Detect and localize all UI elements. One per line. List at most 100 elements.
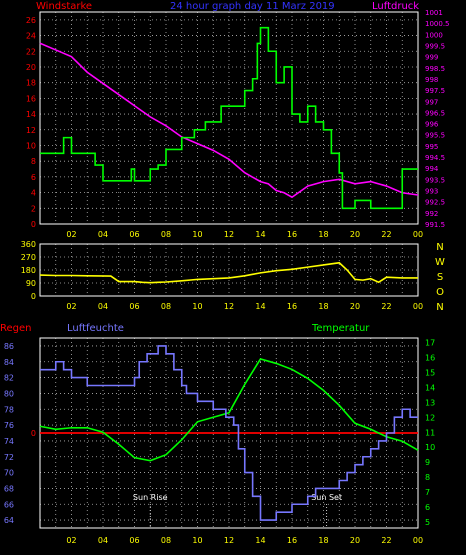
y-right-tick-label: 1000 [425,31,443,39]
sun-event-label: Sun Set [311,493,342,502]
x-tick-label: 02 [66,302,76,311]
x-tick-label: 00 [413,230,423,239]
y-right-tick-label: 8 [425,473,430,482]
y-left-tick-label: 12 [26,126,36,135]
y-right-tick-label: 997 [425,98,438,106]
x-tick-label: 16 [287,302,297,311]
y-right-tick-label: 996 [425,121,439,129]
y-right-tick-label: 16 [425,353,435,362]
x-tick-label: 14 [255,302,265,311]
y-left-tick-label: 74 [4,437,14,446]
humidity-axis-label: Luftfeuchte [67,323,124,334]
y-right-tick-label: 12 [425,413,435,422]
panel-humidity-temperature: Regen Luftfeuchte Temperatur 64666870727… [0,323,435,545]
y-left-tick-label: 66 [4,500,14,509]
direction-label: N [436,242,443,253]
x-tick-label: 20 [350,536,360,545]
y-left-tick-label: 76 [4,421,14,430]
x-tick-label: 06 [129,230,139,239]
x-tick-label: 22 [381,302,391,311]
y-right-tick-label: 11 [425,428,435,437]
x-tick-label: 18 [318,302,328,311]
y-left-tick-label: 18 [26,79,36,88]
x-tick-label: 08 [161,302,171,311]
y-right-tick-label: 15 [425,368,435,377]
y-left-tick-label: 80 [4,389,14,398]
y-left-tick-label: 20 [26,63,36,72]
x-tick-label: 02 [66,536,76,545]
y-right-tick-label: 998 [425,76,438,84]
x-tick-label: 20 [350,302,360,311]
wind-direction-line [39,261,418,284]
y-left-tick-label: 10 [26,141,36,150]
y-left-tick-label: 72 [4,453,14,462]
y-left-tick-label: 78 [4,405,14,414]
y-tick-label: 360 [21,240,36,249]
x-tick-label: 12 [224,536,234,545]
x-tick-label: 08 [161,230,171,239]
y-right-tick-label: 999 [425,54,438,62]
x-tick-label: 04 [98,230,108,239]
chart-title: 24 hour graph day 11 Marz 2019 [170,1,335,12]
panel-1-axes: 02468101214161820222426991.5992992.59939… [26,9,450,239]
y-right-tick-label: 995.5 [425,132,445,140]
y-right-tick-label: 994 [425,165,439,173]
y-right-tick-label: 991.5 [425,221,445,229]
y-right-tick-label: 993.5 [425,176,445,184]
x-tick-label: 00 [413,536,423,545]
y-tick-label: 90 [26,279,36,288]
y-right-tick-label: 9 [425,458,430,467]
x-tick-label: 22 [381,536,391,545]
y-right-tick-label: 992 [425,210,438,218]
direction-label: N [436,302,443,313]
x-tick-label: 04 [98,536,108,545]
y-right-tick-label: 998.5 [425,65,445,73]
panel-1-series [39,26,419,210]
humidity-line [40,345,418,521]
rain-axis-label: Regen [0,323,32,334]
y-left-tick-label: 16 [26,94,36,103]
x-tick-label: 20 [350,230,360,239]
x-tick-label: 22 [381,230,391,239]
direction-label: W [435,257,445,268]
y-right-tick-label: 10 [425,443,435,452]
y-right-tick-label: 999.5 [425,42,445,50]
y-left-tick-label: 2 [31,204,36,213]
x-tick-label: 12 [224,302,234,311]
x-tick-label: 10 [192,302,202,311]
x-tick-label: 06 [129,302,139,311]
temperature-axis-label: Temperatur [311,323,370,334]
y-left-tick-label: 64 [4,516,14,525]
x-tick-label: 10 [192,230,202,239]
y-left-tick-label: 22 [26,47,36,56]
x-tick-label: 10 [192,536,202,545]
y-right-tick-label: 14 [425,383,435,392]
x-tick-label: 00 [413,302,423,311]
sun-event-label: Sun Rise [133,493,168,502]
y-left-tick-label: 26 [26,16,36,25]
y-right-tick-label: 13 [425,398,435,407]
rain-tick-label: 0 [31,429,36,438]
x-tick-label: 04 [98,302,108,311]
y-right-tick-label: 1000.5 [425,20,450,28]
y-right-tick-label: 992.5 [425,199,445,207]
y-right-tick-label: 5 [425,518,430,527]
y-right-tick-label: 1001 [425,9,443,17]
x-tick-label: 12 [224,230,234,239]
temperature-line [39,358,419,462]
panel-wind-pressure: Windstarke 24 hour graph day 11 Marz 201… [26,1,450,239]
y-tick-label: 180 [21,266,36,275]
left-axis-label: Windstarke [36,1,92,12]
y-right-tick-label: 7 [425,488,430,497]
panel-2-grid [39,243,419,297]
y-left-tick-label: 4 [31,189,36,198]
pressure-line [39,42,419,199]
y-tick-label: 270 [21,253,36,262]
panel-3-axes: 6466687072747678808284865678910111213141… [4,338,435,545]
y-left-tick-label: 70 [4,469,14,478]
right-axis-label: Luftdruck [372,1,419,12]
y-left-tick-label: 68 [4,484,14,493]
y-left-tick-label: 24 [26,32,36,41]
